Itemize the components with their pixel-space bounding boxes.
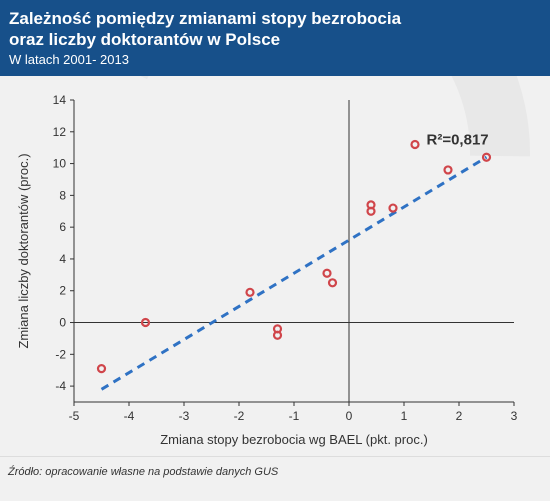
x-tick-label: 2 xyxy=(456,409,463,423)
y-tick-label: 4 xyxy=(59,252,66,266)
y-tick-label: 2 xyxy=(59,284,66,298)
x-axis-label: Zmiana stopy bezrobocia wg BAEL (pkt. pr… xyxy=(160,432,428,447)
y-tick-label: -2 xyxy=(55,347,66,361)
data-point xyxy=(140,317,151,328)
data-point xyxy=(96,364,107,374)
source-note: Źródło: opracowanie własne na podstawie … xyxy=(8,466,279,478)
chart-header: Zależność pomiędzy zmianami stopy bezrob… xyxy=(0,0,550,76)
x-tick-label: 1 xyxy=(401,409,408,423)
y-tick-label: 8 xyxy=(59,188,66,202)
x-tick-label: 3 xyxy=(511,409,518,423)
x-tick-label: -4 xyxy=(124,409,135,423)
x-tick-label: -5 xyxy=(69,409,80,423)
chart-title-line2: oraz liczby doktorantów w Polsce xyxy=(9,30,281,49)
data-point xyxy=(272,330,283,340)
x-tick-label: -2 xyxy=(234,409,245,423)
trend-line xyxy=(100,155,488,391)
x-tick-label: 0 xyxy=(346,409,353,423)
y-tick-label: -4 xyxy=(55,379,66,393)
y-axis-label: Zmiana liczby doktorantów (proc.) xyxy=(16,153,31,348)
chart-area: -4 -2 0 2 4 6 8 10 12 14 -5 -4 -3 -2 -1 0 1 2 3 R²=0,817 Z… xyxy=(0,0,550,456)
r-squared-annotation: R²=0,817 xyxy=(427,132,489,149)
x-tick-label: -1 xyxy=(289,409,300,423)
data-point xyxy=(327,278,338,288)
chart-subtitle: W latach 2001- 2013 xyxy=(9,52,129,67)
y-tick-label: 10 xyxy=(53,157,67,171)
y-tick-label: 12 xyxy=(53,125,67,139)
data-point xyxy=(245,287,255,297)
y-tick-label: 14 xyxy=(53,93,67,107)
data-point xyxy=(388,203,398,213)
y-tick-label: 0 xyxy=(59,316,66,330)
data-point xyxy=(366,206,376,216)
footer-divider xyxy=(0,456,550,457)
chart-title-line1: Zależność pomiędzy zmianami stopy bezrob… xyxy=(9,9,402,28)
data-point xyxy=(481,152,492,162)
data-point xyxy=(322,268,332,278)
x-tick-label: -3 xyxy=(179,409,190,423)
data-point xyxy=(410,139,420,150)
y-tick-label: 6 xyxy=(59,220,66,234)
chart-title: Zależność pomiędzy zmianami stopy bezrob… xyxy=(9,8,529,50)
data-point xyxy=(443,165,453,175)
